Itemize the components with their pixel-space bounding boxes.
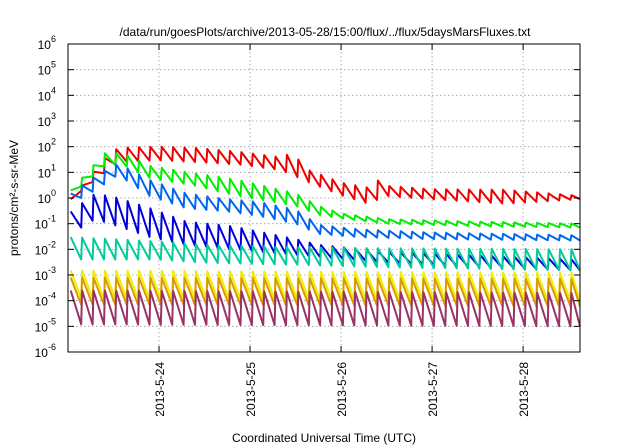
y-tick-label: 106	[38, 34, 56, 52]
series-line	[69, 193, 581, 272]
series-line	[70, 145, 581, 205]
y-axis-label: protons/cm²-s-sr-MeV	[7, 140, 21, 256]
y-tick-label: 10-1	[35, 214, 56, 232]
series-line	[70, 152, 581, 229]
x-tick-label: 2013-5-25	[244, 362, 258, 417]
series-line	[69, 276, 581, 308]
x-tick-label: 2013-5-24	[153, 362, 167, 417]
y-tick-label: 10-3	[35, 265, 56, 283]
y-tick-label: 100	[38, 188, 56, 206]
y-axis: 106 105 104 103 102 101 100 10-1 10-2 10-3 10-4 10-…	[35, 34, 580, 360]
series-line	[69, 269, 581, 302]
y-tick-label: 104	[38, 85, 56, 103]
y-tick-label: 10-6	[35, 342, 56, 360]
y-tick-label: 10-2	[35, 239, 56, 257]
x-tick-label: 2013-5-26	[335, 362, 349, 417]
x-axis-label: Coordinated Universal Time (UTC)	[232, 431, 416, 445]
y-tick-label: 102	[38, 137, 56, 155]
plot-area	[69, 145, 581, 328]
x-tick-label: 2013-5-27	[426, 362, 440, 417]
y-tick-label: 10-4	[35, 291, 56, 309]
series-line	[69, 236, 581, 272]
x-axis: 2013-5-24 2013-5-25 2013-5-26 2013-5-27 2013…	[153, 44, 531, 417]
chart-title: /data/run/goesPlots/archive/2013-05-28/1…	[120, 25, 532, 39]
y-tick-label: 10-5	[35, 316, 56, 334]
y-tick-label: 103	[38, 111, 56, 129]
y-tick-label: 101	[38, 162, 56, 180]
series-line	[69, 289, 581, 328]
series-line	[70, 163, 581, 242]
y-tick-label: 105	[38, 60, 56, 78]
x-tick-label: 2013-5-28	[517, 362, 531, 417]
